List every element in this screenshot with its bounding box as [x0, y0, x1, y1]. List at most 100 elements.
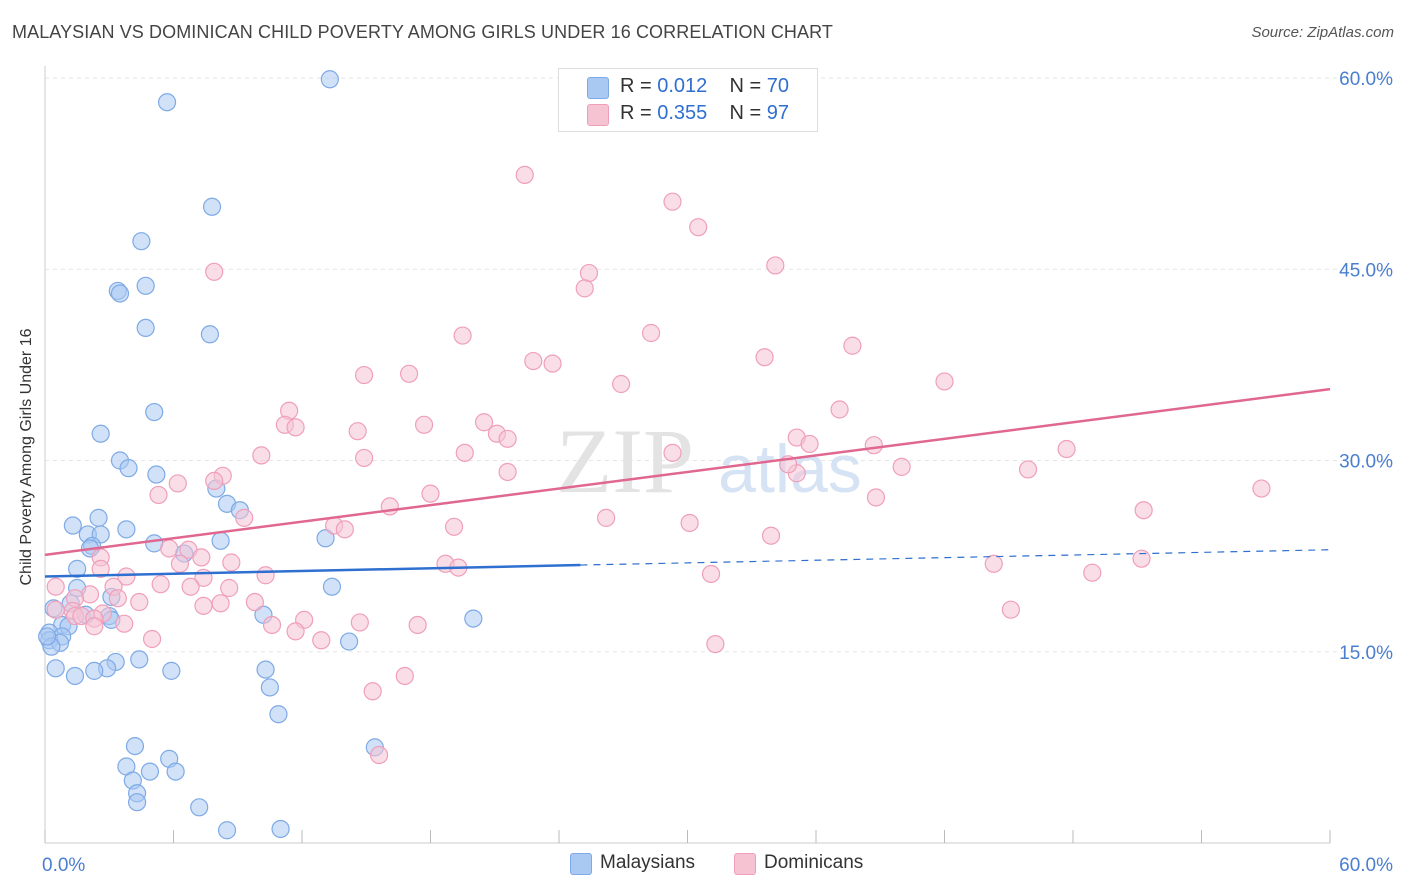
watermark: ZIP atlas: [556, 410, 862, 512]
dominicans-point: [205, 471, 224, 490]
dominicans-point: [761, 526, 781, 545]
dominicans-point: [350, 613, 369, 632]
dominicans-point: [142, 629, 162, 649]
dominicans-point: [1132, 549, 1151, 568]
malaysians-point: [147, 465, 166, 484]
dominicans-point: [91, 559, 110, 578]
dominicans-point: [843, 336, 862, 355]
malaysians-point: [190, 798, 209, 817]
malaysians-point: [136, 318, 155, 337]
dominicans-point: [641, 323, 661, 343]
malaysians-point: [136, 276, 155, 295]
dominicans-point: [575, 279, 594, 298]
dominicans-point: [245, 592, 264, 612]
malaysians-point: [68, 559, 87, 578]
dominicans-point: [312, 631, 331, 650]
dominicans-point: [262, 615, 282, 635]
dominicans-point: [680, 513, 699, 533]
dominicans-point: [984, 554, 1003, 573]
malaysians-point: [130, 650, 149, 669]
legend-r-label: R =: [620, 102, 658, 124]
malaysians-point: [110, 284, 130, 303]
dominicans-point: [408, 615, 427, 635]
dominicans-point: [181, 577, 200, 596]
dominicans-point: [205, 262, 224, 281]
y-tick-label: 30.0%: [1339, 452, 1393, 473]
y-tick-label: 60.0%: [1339, 69, 1393, 90]
legend-n-value: 97: [766, 102, 790, 124]
y-tick-label: 15.0%: [1339, 643, 1393, 664]
dominicans-point: [1252, 479, 1271, 498]
dominicans-point: [701, 564, 721, 584]
dominicans-point: [192, 548, 211, 567]
dominicans-point: [935, 372, 954, 391]
dominicans-point: [355, 448, 374, 468]
legend-r-label: R =: [620, 75, 658, 97]
dominicans-point: [395, 666, 414, 686]
dominicans-point: [170, 554, 190, 573]
malaysians-point: [260, 678, 279, 697]
dominicans-point: [160, 539, 179, 558]
legend-swatch-dominicans: [587, 104, 609, 126]
dominicans-point: [498, 429, 517, 448]
malaysians-point: [65, 666, 85, 686]
dominicans-point: [453, 326, 472, 345]
malaysians-point: [166, 762, 185, 781]
legend-r-value: 0.355: [657, 102, 708, 124]
malaysians-point: [157, 93, 177, 112]
source-label: Source: ZipAtlas.com: [1251, 24, 1394, 41]
legend-n-label: N =: [729, 75, 767, 97]
malaysians-point: [85, 661, 104, 680]
dominicans-point: [335, 520, 354, 539]
dominicans-point: [612, 374, 631, 394]
dominicans-point: [515, 165, 534, 184]
trend-lines: [44, 387, 1331, 578]
malaysians-trend-extension: [580, 549, 1331, 566]
dominicans-point: [421, 484, 440, 503]
dominicans-point: [252, 446, 271, 465]
malaysians-point: [38, 627, 57, 646]
dominicans-point: [130, 592, 149, 612]
malaysians-point: [119, 459, 138, 478]
dominicans-point: [108, 589, 127, 608]
malaysians-point: [217, 821, 237, 840]
malaysians-point: [132, 232, 151, 251]
dominicans-point: [474, 413, 494, 432]
malaysians-point: [89, 508, 108, 527]
dominicans-point: [755, 348, 774, 367]
malaysians-point: [63, 516, 82, 535]
dominicans-point: [220, 578, 239, 598]
dominicans-point: [211, 594, 230, 613]
malaysians-point: [162, 661, 181, 680]
malaysians-point: [340, 632, 359, 651]
dominicans-point: [1018, 460, 1038, 479]
malaysians-point: [200, 325, 220, 344]
dominicans-point: [222, 553, 241, 572]
malaysians-point: [140, 762, 160, 781]
malaysians-point: [271, 819, 290, 839]
malaysians-point: [464, 609, 483, 628]
y-tick-label: 45.0%: [1339, 260, 1393, 281]
dominicans-point: [46, 577, 65, 596]
bottom-legend-label: Malaysians: [600, 852, 696, 873]
dominicans-point: [597, 508, 616, 527]
dominicans-point: [892, 457, 911, 476]
dominicans-point: [543, 354, 562, 373]
bottom-legend-label: Dominicans: [764, 852, 864, 873]
malaysians-point: [127, 793, 147, 812]
dominicans-point: [864, 436, 883, 455]
chart-title: MALAYSIAN VS DOMINICAN CHILD POVERTY AMO…: [12, 22, 833, 42]
y-axis-label: Child Poverty Among Girls Under 16: [18, 328, 35, 586]
dominicans-point: [1134, 501, 1153, 520]
dominicans-point: [1057, 439, 1076, 459]
dominicans-point: [498, 462, 517, 482]
dominicans-point: [399, 364, 419, 383]
dominicans-point: [706, 634, 725, 654]
dominicans-point: [663, 192, 682, 211]
dominicans-point: [85, 617, 104, 636]
dominicans-point: [689, 218, 708, 237]
dominicans-point: [80, 585, 100, 604]
dominicans-point: [168, 474, 187, 493]
dominicans-point: [194, 596, 213, 615]
